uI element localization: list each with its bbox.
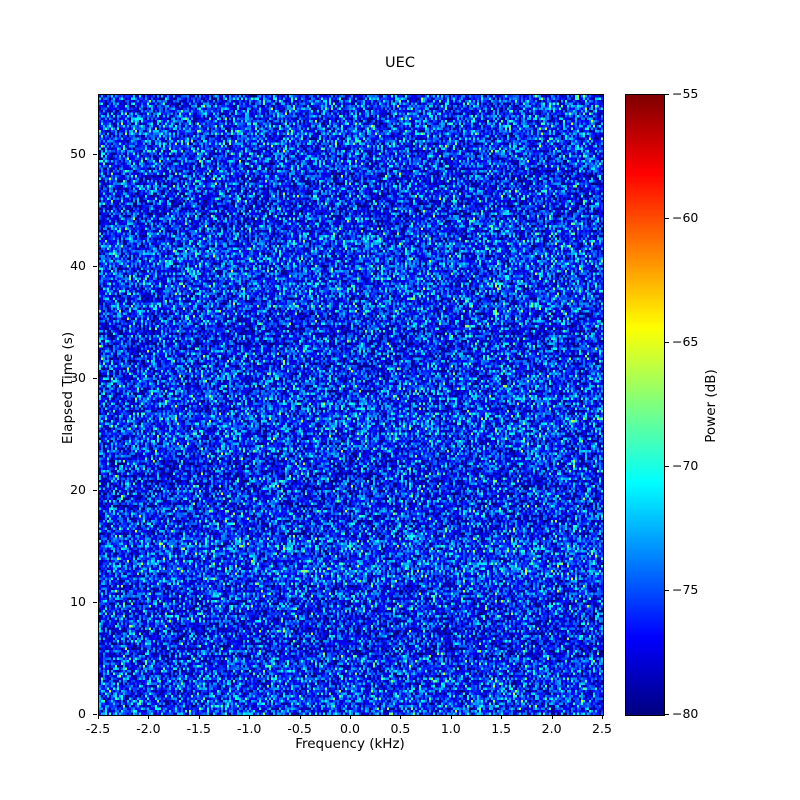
x-tick-mark (602, 715, 603, 719)
spectrogram-plot-area (98, 94, 604, 716)
y-tick-mark (93, 154, 97, 155)
colorbar-tick-label: −75 (672, 582, 699, 597)
x-tick-label: 1.5 (491, 721, 512, 736)
x-tick-mark (249, 715, 250, 719)
x-tick-label: 0.0 (340, 721, 360, 736)
x-tick-mark (300, 715, 301, 719)
y-tick-mark (93, 266, 97, 267)
colorbar-tick-mark (665, 342, 669, 343)
colorbar (625, 94, 665, 716)
colorbar-gradient (626, 95, 664, 715)
x-tick-label: 2.0 (541, 721, 562, 736)
y-tick-label: 30 (70, 370, 86, 386)
x-tick-mark (552, 715, 553, 719)
y-tick-label: 20 (70, 482, 86, 498)
y-tick-mark (93, 602, 97, 603)
colorbar-tick-label: −65 (672, 334, 699, 349)
y-tick-label: 10 (70, 594, 86, 610)
y-tick-mark (93, 490, 97, 491)
x-tick-label: 1.0 (440, 721, 461, 736)
colorbar-tick-label: −70 (672, 458, 699, 473)
x-tick-mark (400, 715, 401, 719)
y-tick-label: 40 (70, 258, 86, 274)
x-tick-label: -1.5 (186, 721, 211, 736)
colorbar-tick-label: −80 (672, 706, 699, 721)
x-axis-label: Frequency (kHz) (295, 736, 405, 752)
y-tick-label: 50 (70, 146, 86, 162)
colorbar-tick-mark (665, 466, 669, 467)
colorbar-tick-mark (665, 714, 669, 715)
x-tick-label: -0.5 (287, 721, 312, 736)
colorbar-tick-label: −60 (672, 210, 699, 225)
spectrogram-image (99, 95, 603, 715)
x-tick-mark (451, 715, 452, 719)
y-tick-mark (93, 378, 97, 379)
x-tick-mark (350, 715, 351, 719)
x-tick-mark (501, 715, 502, 719)
x-tick-label: 2.5 (592, 721, 612, 736)
y-tick-mark (93, 714, 97, 715)
x-tick-mark (148, 715, 149, 719)
y-axis-label: Elapsed Time (s) (60, 331, 76, 445)
y-tick-label: 0 (78, 706, 86, 721)
x-tick-label: 0.5 (390, 721, 411, 736)
colorbar-tick-mark (665, 94, 669, 95)
x-tick-label: -2.0 (136, 721, 161, 736)
colorbar-tick-mark (665, 590, 669, 591)
colorbar-tick-mark (665, 218, 669, 219)
colorbar-label: Power (dB) (703, 369, 719, 443)
x-tick-label: -2.5 (85, 721, 111, 736)
x-tick-label: -1.0 (236, 721, 262, 736)
title-line-station: UEC (385, 55, 415, 71)
colorbar-tick-label: −55 (672, 86, 699, 101)
x-tick-mark (199, 715, 200, 719)
x-tick-mark (98, 715, 99, 719)
